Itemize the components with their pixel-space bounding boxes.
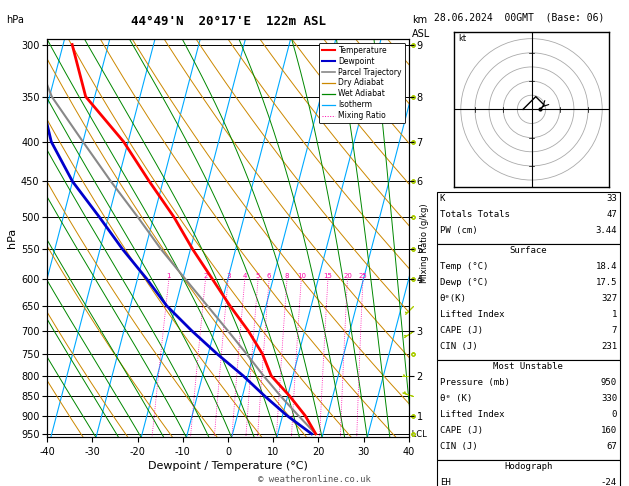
Text: Dewp (°C): Dewp (°C) [440,278,488,287]
Text: Lifted Index: Lifted Index [440,310,504,319]
Text: 33: 33 [606,194,617,203]
Text: 3: 3 [226,273,230,278]
Y-axis label: hPa: hPa [7,228,17,248]
Text: 3.44: 3.44 [596,226,617,235]
Text: CAPE (J): CAPE (J) [440,326,482,335]
Text: 47: 47 [606,210,617,219]
Text: Mixing Ratio (g/kg): Mixing Ratio (g/kg) [420,203,429,283]
Text: 7: 7 [611,326,617,335]
Text: θᵉ(K): θᵉ(K) [440,294,467,303]
Text: 44°49'N  20°17'E  122m ASL: 44°49'N 20°17'E 122m ASL [130,15,326,28]
Text: 10: 10 [297,273,306,278]
Text: hPa: hPa [6,15,24,25]
Text: 5: 5 [256,273,260,278]
Text: Surface: Surface [509,246,547,255]
Text: 15: 15 [323,273,332,278]
Text: 160: 160 [601,426,617,435]
Text: CAPE (J): CAPE (J) [440,426,482,435]
Text: PW (cm): PW (cm) [440,226,477,235]
Text: θᵉ (K): θᵉ (K) [440,394,472,403]
Text: Most Unstable: Most Unstable [493,362,564,371]
Text: 0: 0 [611,410,617,419]
Text: 25: 25 [359,273,367,278]
Text: Hodograph: Hodograph [504,462,552,471]
Text: 1: 1 [611,310,617,319]
Text: 67: 67 [606,442,617,451]
Text: Totals Totals: Totals Totals [440,210,509,219]
Text: CIN (J): CIN (J) [440,342,477,351]
Text: 327: 327 [601,294,617,303]
Text: ASL: ASL [412,29,430,39]
Text: 4: 4 [243,273,247,278]
Text: 950: 950 [601,378,617,387]
Text: 231: 231 [601,342,617,351]
Text: Lifted Index: Lifted Index [440,410,504,419]
Text: EH: EH [440,478,450,486]
Text: Pressure (mb): Pressure (mb) [440,378,509,387]
Text: Temp (°C): Temp (°C) [440,262,488,271]
Text: 20: 20 [343,273,352,278]
Text: 28.06.2024  00GMT  (Base: 06): 28.06.2024 00GMT (Base: 06) [434,12,604,22]
Text: K: K [440,194,445,203]
Text: 8: 8 [285,273,289,278]
Text: LCL: LCL [409,430,426,439]
X-axis label: Dewpoint / Temperature (°C): Dewpoint / Temperature (°C) [148,461,308,471]
Text: 2: 2 [203,273,208,278]
Text: kt: kt [458,35,466,43]
Text: CIN (J): CIN (J) [440,442,477,451]
Text: 6: 6 [267,273,272,278]
Text: -24: -24 [601,478,617,486]
Text: 1: 1 [167,273,171,278]
Text: km: km [412,15,427,25]
Text: 330: 330 [601,394,617,403]
Text: 17.5: 17.5 [596,278,617,287]
Text: 18.4: 18.4 [596,262,617,271]
Text: © weatheronline.co.uk: © weatheronline.co.uk [258,474,371,484]
Legend: Temperature, Dewpoint, Parcel Trajectory, Dry Adiabat, Wet Adiabat, Isotherm, Mi: Temperature, Dewpoint, Parcel Trajectory… [319,43,405,123]
